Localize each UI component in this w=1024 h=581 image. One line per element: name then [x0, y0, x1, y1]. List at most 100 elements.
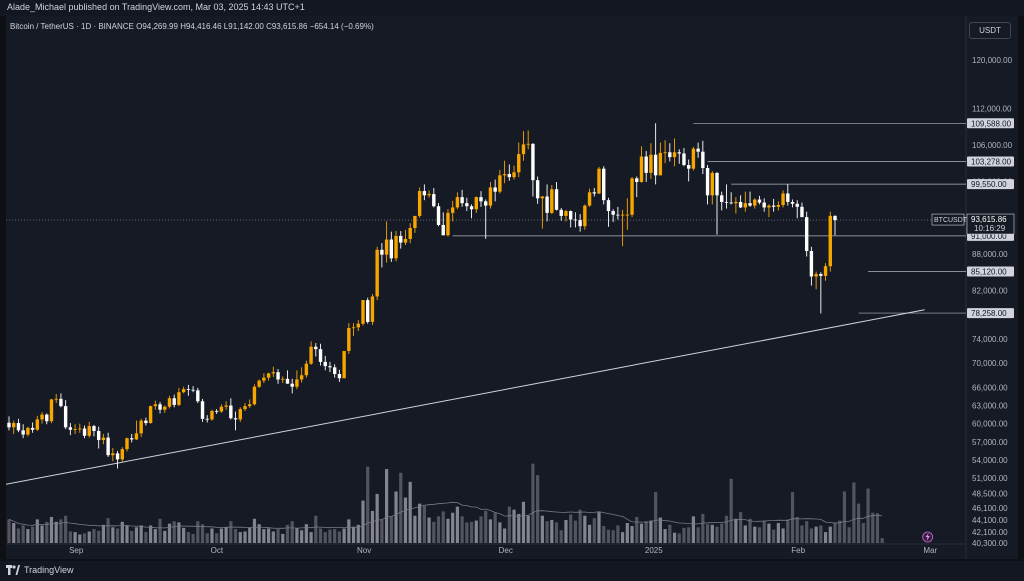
candle [78, 423, 82, 433]
candle-body [564, 211, 568, 216]
candle [366, 297, 370, 324]
open-label: O [136, 22, 143, 31]
candle-body [828, 215, 832, 267]
candle [332, 364, 337, 378]
candle-body [49, 399, 54, 422]
volume-bar [493, 512, 497, 543]
candle-body [389, 239, 394, 259]
volume-bar [611, 530, 615, 543]
candle-body [559, 209, 563, 216]
current-price-tag [966, 213, 1015, 235]
volume-bar [224, 527, 228, 543]
tradingview-logo[interactable]: TradingView [6, 565, 74, 575]
candle [620, 209, 625, 247]
candle [347, 323, 351, 355]
volume-bar [474, 520, 478, 543]
volume-bar [682, 527, 686, 543]
candle-body [399, 235, 403, 243]
candle-body [545, 196, 549, 213]
volume-bar [705, 524, 710, 543]
candle-body [517, 154, 521, 173]
currency-button[interactable]: USDT [969, 22, 1011, 39]
volume-bar [403, 497, 408, 543]
level-price-label: 109,588.00 [971, 119, 1012, 128]
candle-body [417, 191, 422, 216]
candle [743, 191, 748, 212]
candle-body [299, 375, 304, 380]
volume-bar [649, 520, 653, 543]
volume-bar [200, 524, 205, 543]
candle [564, 209, 568, 222]
candle [432, 188, 436, 208]
candle [219, 404, 224, 413]
volume-bar [73, 532, 77, 543]
candle-body [781, 193, 785, 205]
price-tick-label: 40,300.00 [972, 539, 1008, 548]
candle [59, 393, 63, 408]
candle-body [366, 300, 370, 322]
volume-bar [639, 523, 644, 543]
candle-body [701, 151, 705, 169]
candle-body [639, 156, 644, 182]
volume-bar [97, 530, 101, 543]
chart-pane[interactable]: 120,000.00112,000.00106,000.00100,000.00… [6, 16, 1018, 559]
volume-bar [318, 528, 323, 543]
volume-bar [134, 527, 139, 543]
level-price-label: 78,258.00 [971, 309, 1007, 318]
candle-body [276, 372, 280, 380]
candle-body [370, 296, 375, 322]
volume-bar [337, 531, 341, 543]
candle-body [535, 180, 540, 199]
volume-bar [748, 518, 752, 543]
publisher-text: Alade_Michael published on TradingView.c… [7, 2, 305, 12]
volume-bar [68, 531, 72, 543]
volume-bar [196, 521, 200, 543]
candle [540, 195, 545, 229]
candle-body [498, 175, 502, 192]
candle [795, 200, 799, 219]
candle [705, 165, 710, 205]
volume-bar [757, 527, 762, 543]
candle-body [795, 203, 799, 207]
volume-bar [271, 531, 275, 543]
current-price-label: 93,615.86 [971, 215, 1007, 224]
footer-bar: TradingView [0, 561, 1024, 581]
candle [139, 418, 143, 437]
candle [531, 143, 535, 197]
volume-bar [795, 516, 799, 543]
symbol-title[interactable]: Bitcoin / TetherUS · 1D · BINANCE [10, 22, 134, 31]
volume-bar [385, 469, 389, 543]
candle-body [200, 401, 205, 419]
candle-body [408, 228, 412, 239]
volume-bar [177, 522, 181, 543]
candle [507, 164, 512, 181]
level-price-label: 103,278.00 [971, 158, 1012, 167]
candle [413, 215, 417, 233]
candle [427, 190, 431, 198]
volume-bar [691, 516, 695, 543]
price-tick-label: 54,000.00 [972, 456, 1008, 465]
candle [186, 384, 191, 396]
volume-bar [621, 532, 625, 543]
candle [625, 198, 630, 230]
volume-bar [120, 521, 124, 543]
candle [512, 165, 516, 180]
volume-bar [130, 530, 134, 543]
price-chart[interactable]: 120,000.00112,000.00106,000.00100,000.00… [6, 16, 1018, 559]
candle-body [686, 165, 691, 169]
candle-body [134, 433, 139, 440]
candle-body [101, 437, 106, 441]
candle [200, 398, 205, 422]
price-tick-label: 74,000.00 [972, 335, 1008, 344]
ohlc-legend: Bitcoin / TetherUS · 1D · BINANCE O94,26… [10, 22, 374, 31]
candle [101, 433, 106, 445]
candle [488, 181, 493, 209]
volume-bar [550, 519, 554, 543]
volume-bar [635, 516, 639, 543]
level-price-tag [967, 266, 1014, 277]
candle-body [130, 438, 134, 440]
candle-body [682, 153, 686, 166]
candle [130, 433, 134, 443]
volume-bar [101, 524, 105, 543]
price-tick-label: 60,000.00 [972, 420, 1008, 429]
